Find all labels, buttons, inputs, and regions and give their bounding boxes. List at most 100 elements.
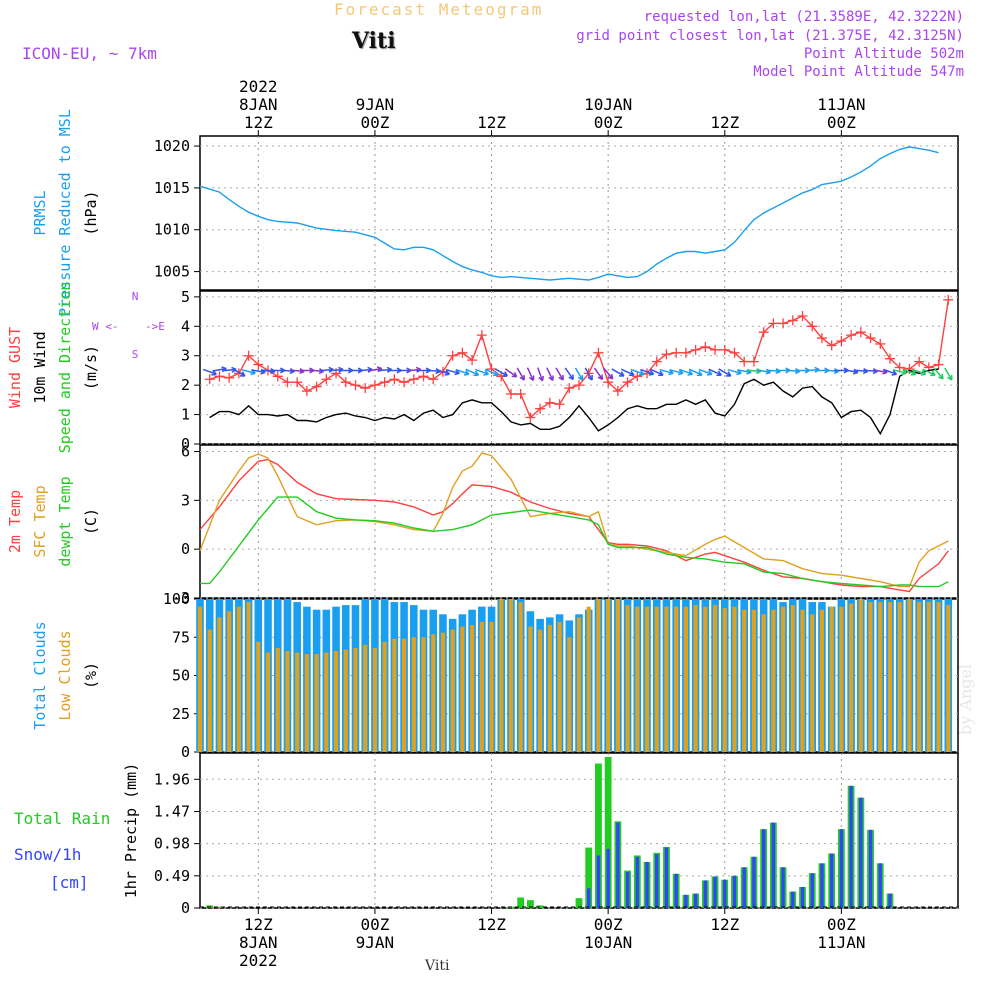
y-axis-label: dewpt Temp [56, 476, 74, 566]
gust-marker [787, 315, 798, 326]
time-label-bottom: 12Z [244, 915, 273, 934]
series-line-gust [209, 299, 949, 419]
legend-unit: [cm] [50, 873, 89, 892]
bar-snow-1h [674, 873, 678, 908]
y-axis-label: 10m Wind [31, 331, 49, 403]
bar-low-clouds [508, 599, 514, 752]
wind-arrow [679, 368, 694, 376]
bar-low-clouds [654, 606, 659, 752]
series-line-wind [209, 368, 939, 436]
y-tick-label: 1010 [154, 221, 190, 239]
time-label-bottom: 2022 [239, 951, 278, 970]
bar-snow-1h [820, 863, 824, 908]
gust-marker [272, 371, 283, 382]
bar-snow-1h [596, 855, 601, 908]
bar-snow-1h [655, 854, 659, 908]
y-tick-label: 50 [172, 667, 190, 685]
wind-arrow [504, 368, 518, 378]
bar-low-clouds [421, 637, 426, 752]
gust-marker [729, 347, 740, 358]
gust-marker [739, 356, 750, 367]
y-tick-label: 25 [172, 705, 190, 723]
gust-marker [418, 371, 429, 382]
gust-marker [690, 344, 701, 355]
gust-marker [593, 347, 604, 358]
bar-low-clouds [771, 609, 776, 752]
compass-west: W <- [92, 320, 119, 333]
bar-snow-1h [839, 829, 844, 908]
bar-total-rain [526, 900, 534, 908]
bar-low-clouds [265, 652, 271, 752]
series-line-2m-temp [199, 458, 949, 593]
wind-arrow [933, 367, 944, 380]
bar-low-clouds [878, 602, 883, 752]
gust-marker [933, 359, 944, 370]
gust-marker [214, 371, 225, 382]
y-tick-label: 2 [181, 376, 190, 394]
bar-low-clouds [246, 602, 251, 752]
wind-arrow [883, 368, 898, 376]
bar-low-clouds [917, 602, 922, 752]
y-axis-label: PRMSL [31, 190, 49, 235]
gust-marker [253, 359, 264, 370]
bar-low-clouds [606, 599, 611, 752]
time-label-top: 00Z [594, 113, 623, 132]
bar-low-clouds [304, 654, 309, 752]
bar-snow-1h [732, 875, 737, 908]
footer-station: Viti [425, 958, 450, 974]
gust-marker [535, 403, 546, 414]
bar-low-clouds [256, 641, 261, 752]
bar-total-rain [536, 905, 544, 908]
time-label-bottom: 12Z [710, 915, 739, 934]
bar-low-clouds [392, 638, 397, 752]
gust-marker [768, 318, 779, 329]
bar-total-rain [595, 763, 602, 908]
wind-arrow [708, 368, 722, 377]
station-title: Viti [352, 28, 396, 54]
bar-low-clouds [615, 599, 620, 752]
panel-pressure: 1005 1010 1015 1020 PRMSL Pressure Reduced to… [31, 109, 959, 317]
bar-snow-1h [810, 873, 814, 908]
y-tick-label: 0 [181, 743, 190, 761]
model-label: ICON-EU, ~ 7km [22, 44, 157, 63]
bar-low-clouds [644, 606, 650, 752]
bar-snow-1h [616, 822, 620, 908]
gridpoint-coords: grid point closest lon,lat (21.375E, 42.… [576, 28, 964, 44]
y-axis-label: Wind GUST [6, 327, 24, 408]
bar-snow-1h [742, 867, 746, 908]
bar-snow-1h [849, 785, 853, 908]
y-tick-label: 0 [181, 435, 190, 453]
bar-low-clouds [712, 605, 718, 752]
compass-east: ->E [145, 320, 165, 333]
wind-arrow [436, 368, 451, 376]
bar-low-clouds [295, 652, 300, 752]
gust-marker [758, 327, 769, 338]
bar-low-clouds [382, 641, 387, 752]
time-label-bottom: 10JAN [584, 933, 632, 952]
bar-snow-1h [723, 879, 727, 908]
series-line-dewpt-temp [200, 496, 949, 588]
panel-clouds: 0 25 50 75 100 Total Clouds Low Clouds (%) [31, 590, 959, 761]
y-tick-label: -3 [172, 589, 190, 607]
gust-marker [399, 377, 410, 388]
gust-marker [710, 344, 721, 355]
bar-low-clouds [440, 632, 446, 752]
time-label-bottom: 00Z [360, 915, 389, 934]
bar-snow-1h [587, 888, 591, 908]
bar-low-clouds [907, 599, 912, 752]
bar-low-clouds [887, 602, 893, 752]
bar-snow-1h [800, 886, 805, 908]
wind-arrow [630, 368, 645, 376]
gust-marker [603, 377, 614, 388]
panel-frame [199, 135, 959, 291]
bar-low-clouds [936, 602, 941, 752]
bar-low-clouds [353, 647, 358, 752]
gust-marker [574, 380, 584, 391]
y-axis-label: Speed and Direction [56, 282, 74, 454]
gust-marker [836, 336, 847, 347]
gust-marker [292, 377, 303, 388]
time-label-bottom: 8JAN [239, 933, 278, 952]
gust-marker [943, 294, 954, 305]
bar-snow-1h [878, 863, 882, 908]
